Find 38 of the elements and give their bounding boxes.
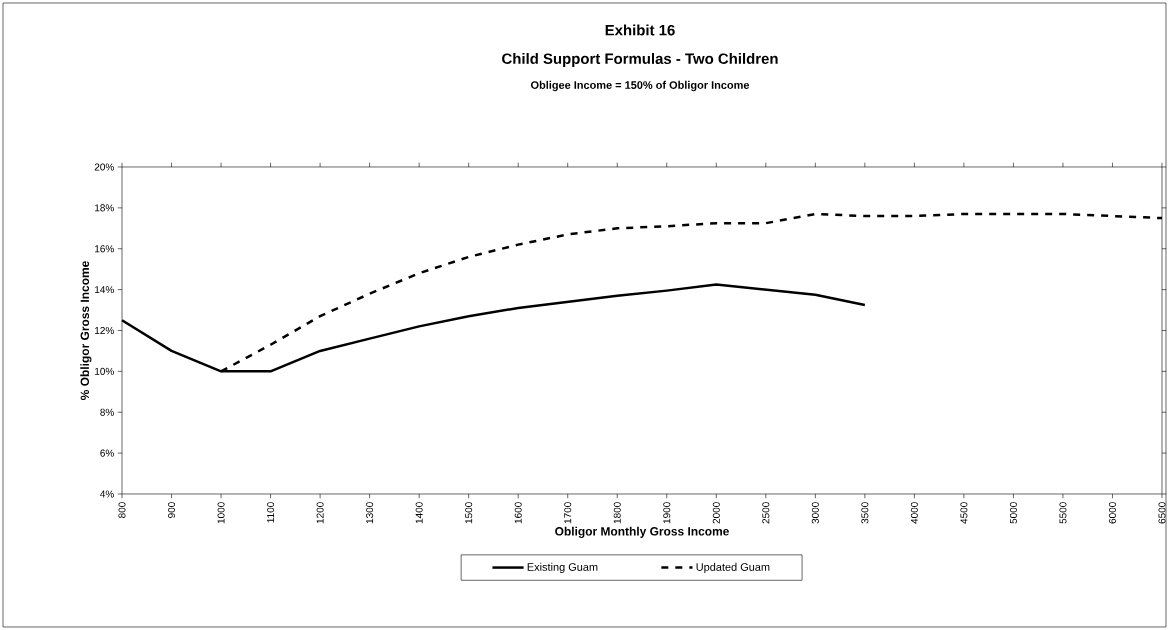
- x-tick-label: 900: [168, 502, 176, 518]
- y-tick-label: 8%: [100, 408, 114, 416]
- x-tick-label: 5500: [1059, 502, 1067, 524]
- x-tick-label: 2000: [712, 502, 720, 524]
- y-axis-title: % Obligor Gross Income: [80, 261, 92, 400]
- x-axis-title: Obligor Monthly Gross Income: [555, 526, 729, 538]
- x-tick-label: 3500: [861, 502, 869, 524]
- x-tick-label: 4000: [910, 502, 918, 524]
- y-tick-label: 16%: [95, 245, 114, 253]
- x-tick-label: 1800: [613, 502, 621, 524]
- x-tick-label: 2500: [762, 502, 770, 524]
- y-tick-label: 6%: [100, 449, 114, 457]
- x-tick-label: 5000: [1009, 502, 1017, 524]
- x-tick-label: 1500: [465, 502, 473, 524]
- x-tick-label: 1900: [663, 502, 671, 524]
- x-tick-label: 1300: [366, 502, 374, 524]
- x-tick-label: 800: [118, 502, 126, 518]
- y-tick-label: 12%: [95, 326, 114, 334]
- chart-subtitle: Child Support Formulas - Two Children: [502, 53, 778, 67]
- x-tick-label: 4500: [960, 502, 968, 524]
- x-tick-label: 1000: [217, 502, 225, 524]
- y-tick-label: 10%: [95, 367, 114, 375]
- x-tick-label: 3000: [811, 502, 819, 524]
- x-tick-label: 1400: [415, 502, 423, 524]
- x-tick-label: 6500: [1158, 502, 1166, 524]
- x-tick-label: 1700: [564, 502, 572, 524]
- y-tick-label: 4%: [100, 490, 114, 498]
- x-tick-label: 1200: [316, 502, 324, 524]
- y-tick-label: 18%: [95, 204, 114, 212]
- x-tick-label: 1100: [267, 502, 275, 523]
- text: Obligee Income = 150% of Obligor Income: [530, 80, 750, 92]
- legend-label: Updated Guam: [696, 562, 770, 574]
- y-tick-label: 14%: [95, 286, 114, 294]
- x-tick-label: 6000: [1108, 502, 1116, 524]
- y-tick-label: 20%: [94, 163, 114, 171]
- chart-title: Exhibit 16: [605, 24, 675, 36]
- x-tick-label: 1600: [514, 502, 522, 524]
- legend-label: Existing Guam: [527, 562, 598, 574]
